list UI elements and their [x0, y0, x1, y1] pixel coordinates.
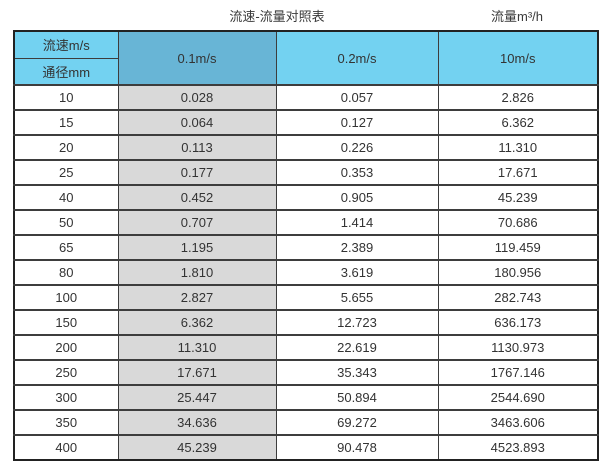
- diameter-cell: 250: [13, 359, 119, 386]
- value-cell: 6.362: [117, 309, 277, 336]
- value-cell: 0.452: [117, 184, 277, 211]
- value-cell: 1767.146: [437, 359, 599, 386]
- value-cell: 12.723: [275, 309, 439, 336]
- header-row-bottom: 通径mm: [13, 57, 598, 86]
- table-title: 流速-流量对照表: [229, 9, 325, 24]
- table-row: 80 1.810 3.619 180.956: [13, 259, 599, 286]
- value-cell: 180.956: [437, 259, 599, 286]
- value-cell: 70.686: [437, 209, 599, 236]
- diameter-cell: 40: [13, 184, 119, 211]
- value-cell: 25.447: [117, 384, 277, 411]
- value-cell: 1.414: [275, 209, 439, 236]
- flow-velocity-table: 流速m/s 0.1m/s 0.2m/s 10m/s 通径mm 10 0.028 0.…: [13, 30, 599, 461]
- table-row: 50 0.707 1.414 70.686: [13, 209, 599, 236]
- value-cell: 3463.606: [437, 409, 599, 436]
- table-row: 150 6.362 12.723 636.173: [13, 309, 599, 336]
- value-cell: 50.894: [275, 384, 439, 411]
- diameter-cell: 300: [13, 384, 119, 411]
- value-cell: 0.177: [117, 159, 277, 186]
- value-cell: 3.619: [275, 259, 439, 286]
- value-cell: 2.827: [117, 284, 277, 311]
- value-cell: 0.707: [117, 209, 277, 236]
- table-row: 300 25.447 50.894 2544.690: [13, 384, 599, 411]
- value-cell: 0.226: [275, 134, 439, 161]
- value-cell: 34.636: [117, 409, 277, 436]
- value-cell: 0.028: [117, 84, 277, 111]
- table-row: 65 1.195 2.389 119.459: [13, 234, 599, 261]
- speed-column-header-0-2: 0.2m/s: [275, 30, 439, 86]
- table-row: 200 11.310 22.619 1130.973: [13, 334, 599, 361]
- speed-column-header-10: 10m/s: [437, 30, 599, 86]
- diameter-cell: 80: [13, 259, 119, 286]
- table-row: 20 0.113 0.226 11.310: [13, 134, 599, 161]
- value-cell: 2.389: [275, 234, 439, 261]
- value-cell: 0.127: [275, 109, 439, 136]
- value-cell: 17.671: [437, 159, 599, 186]
- value-cell: 45.239: [437, 184, 599, 211]
- value-cell: 35.343: [275, 359, 439, 386]
- value-cell: 1.195: [117, 234, 277, 261]
- table-row: 25 0.177 0.353 17.671: [13, 159, 599, 186]
- value-cell: 5.655: [275, 284, 439, 311]
- diameter-cell: 65: [13, 234, 119, 261]
- table-header: 流速m/s 0.1m/s 0.2m/s 10m/s 通径mm: [13, 30, 599, 86]
- value-cell: 1130.973: [437, 334, 599, 361]
- diameter-cell: 150: [13, 309, 119, 336]
- diameter-cell: 100: [13, 284, 119, 311]
- value-cell: 0.057: [275, 84, 439, 111]
- value-cell: 2544.690: [437, 384, 599, 411]
- diameter-cell: 350: [13, 409, 119, 436]
- value-cell: 0.113: [117, 134, 277, 161]
- value-cell: 45.239: [117, 434, 277, 461]
- value-cell: 90.478: [275, 434, 439, 461]
- table-row: 10 0.028 0.057 2.826: [13, 84, 599, 111]
- table-captions: 流速-流量对照表 流量m³/h: [0, 0, 600, 30]
- corner-flow-speed-label: 流速m/s: [13, 30, 119, 59]
- value-cell: 22.619: [275, 334, 439, 361]
- diameter-cell: 10: [13, 84, 119, 111]
- value-cell: 0.064: [117, 109, 277, 136]
- speed-column-header-0-1: 0.1m/s: [117, 30, 277, 86]
- diameter-cell: 15: [13, 109, 119, 136]
- table-row: 100 2.827 5.655 282.743: [13, 284, 599, 311]
- diameter-cell: 25: [13, 159, 119, 186]
- table-row: 250 17.671 35.343 1767.146: [13, 359, 599, 386]
- diameter-cell: 400: [13, 434, 119, 461]
- value-cell: 11.310: [117, 334, 277, 361]
- table-body: 10 0.028 0.057 2.826 15 0.064 0.127 6.362 20 0.11…: [13, 84, 599, 461]
- value-cell: 2.826: [437, 84, 599, 111]
- value-cell: 1.810: [117, 259, 277, 286]
- value-cell: 0.353: [275, 159, 439, 186]
- diameter-cell: 20: [13, 134, 119, 161]
- table-row: 40 0.452 0.905 45.239: [13, 184, 599, 211]
- value-cell: 4523.893: [437, 434, 599, 461]
- value-cell: 636.173: [437, 309, 599, 336]
- corner-diameter-label: 通径mm: [13, 57, 119, 86]
- value-cell: 6.362: [437, 109, 599, 136]
- header-row-top: 流速m/s 0.1m/s 0.2m/s 10m/s: [13, 30, 599, 86]
- value-cell: 119.459: [437, 234, 599, 261]
- diameter-cell: 50: [13, 209, 119, 236]
- value-cell: 69.272: [275, 409, 439, 436]
- value-cell: 11.310: [437, 134, 599, 161]
- table-row: 400 45.239 90.478 4523.893: [13, 434, 599, 461]
- value-cell: 17.671: [117, 359, 277, 386]
- value-cell: 282.743: [437, 284, 599, 311]
- table-row: 15 0.064 0.127 6.362: [13, 109, 599, 136]
- flow-unit-label: 流量m³/h: [490, 9, 543, 24]
- table-row: 350 34.636 69.272 3463.606: [13, 409, 599, 436]
- value-cell: 0.905: [275, 184, 439, 211]
- diameter-cell: 200: [13, 334, 119, 361]
